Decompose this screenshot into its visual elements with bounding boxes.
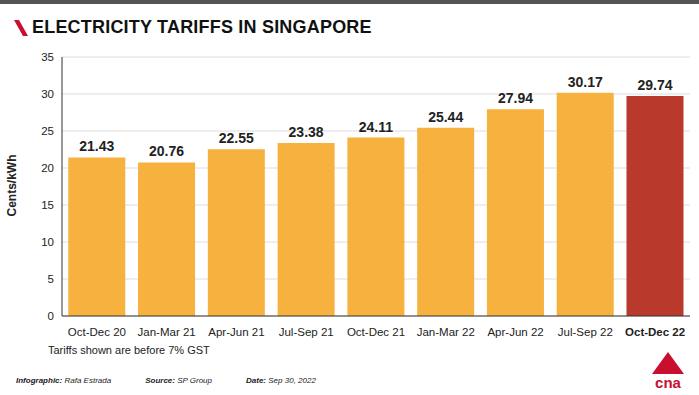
svg-text:0: 0 (48, 310, 54, 322)
svg-text:21.43: 21.43 (79, 138, 114, 154)
svg-text:Oct-Dec 21: Oct-Dec 21 (347, 326, 405, 338)
svg-text:24.11: 24.11 (359, 119, 393, 135)
html-text:Source: SP Group: Source: SP Group (145, 376, 212, 385)
html-text:Date: Sep 30, 2022: Date: Sep 30, 2022 (246, 376, 316, 385)
svg-text:25: 25 (41, 125, 54, 137)
svg-text:25.44: 25.44 (428, 109, 463, 125)
svg-text:Jan-Mar 22: Jan-Mar 22 (417, 326, 475, 338)
svg-text:Jul-Sep 21: Jul-Sep 21 (279, 326, 334, 338)
svg-text:Cents/kWh: Cents/kWh (8, 154, 19, 216)
svg-text:Oct-Dec 22: Oct-Dec 22 (625, 326, 685, 338)
svg-text:10: 10 (41, 236, 54, 248)
svg-text:35: 35 (41, 51, 54, 63)
svg-text:Apr-Jun 22: Apr-Jun 22 (487, 326, 543, 338)
svg-text:Jan-Mar 21: Jan-Mar 21 (138, 326, 196, 338)
svg-text:Oct-Dec 20: Oct-Dec 20 (68, 326, 126, 338)
svg-text:23.38: 23.38 (289, 124, 324, 140)
svg-text:Jul-Sep 22: Jul-Sep 22 (558, 326, 613, 338)
html-text:Tariffs shown are before 7% GS: Tariffs shown are before 7% GST (48, 344, 210, 356)
svg-text:15: 15 (41, 199, 54, 211)
svg-text:20: 20 (41, 162, 54, 174)
svg-text:30.17: 30.17 (568, 74, 603, 90)
svg-text:30: 30 (41, 88, 54, 100)
svg-text:27.94: 27.94 (498, 90, 533, 106)
svg-text:5: 5 (48, 273, 54, 285)
svg-text:29.74: 29.74 (637, 77, 672, 93)
html-text:Infographic: Rafa Estrada: Infographic: Rafa Estrada (16, 376, 112, 385)
svg-text:Apr-Jun 21: Apr-Jun 21 (208, 326, 264, 338)
html-text:ELECTRICITY TARIFFS IN SINGAPO: ELECTRICITY TARIFFS IN SINGAPORE (32, 17, 372, 37)
svg-text:20.76: 20.76 (149, 143, 184, 159)
svg-text:22.55: 22.55 (219, 130, 254, 146)
svg-text:cna: cna (655, 374, 682, 391)
